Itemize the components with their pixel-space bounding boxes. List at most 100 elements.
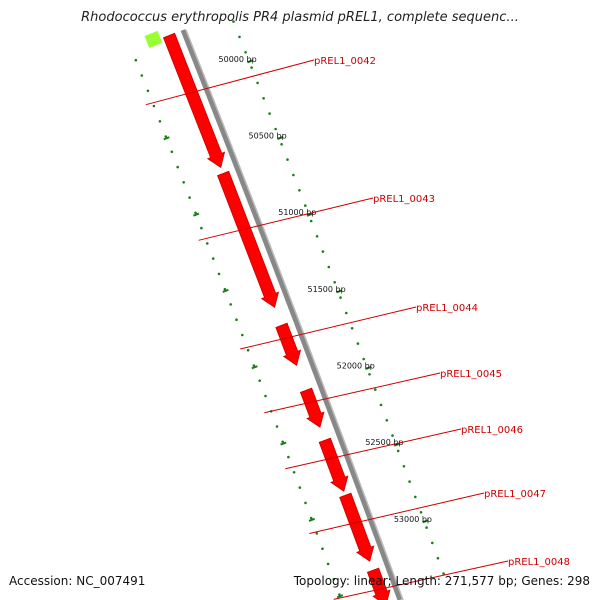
scale-tick [338, 593, 341, 596]
scale-tick [309, 219, 313, 223]
scale-tick [182, 181, 185, 184]
major-tick [393, 442, 401, 447]
gene-arrow [217, 170, 280, 308]
scale-tick [315, 235, 319, 238]
major-tick [247, 59, 254, 64]
gene-arrow [339, 492, 375, 562]
bp-tick-label: 50500 bp [249, 132, 287, 141]
scale-tick [408, 480, 411, 483]
scale-tick [332, 577, 336, 581]
scale-tick [134, 58, 138, 62]
gene-label: pREL1_0044 [416, 303, 478, 314]
major-tick [308, 517, 315, 522]
major-tick [193, 212, 200, 217]
scale-tick [246, 348, 250, 352]
scale-tick [280, 143, 283, 146]
scale-tick [396, 449, 400, 453]
scale-tick [436, 556, 440, 560]
major-tick [422, 519, 429, 524]
prior-gene-arrow [144, 30, 163, 48]
scale-tick [374, 388, 377, 391]
scale-tick [268, 112, 271, 115]
scale-tick [164, 135, 168, 138]
scale-tick [274, 127, 277, 131]
gene-leader-line [264, 372, 441, 414]
summary-text: Topology: linear; Length: 271,577 bp; Ge… [293, 574, 590, 588]
scale-tick [362, 357, 366, 361]
scale-tick [194, 211, 197, 215]
gene-label: pREL1_0046 [461, 425, 523, 436]
major-tick [365, 366, 372, 371]
scale-tick [232, 20, 235, 23]
scale-tick [200, 226, 203, 230]
major-tick [222, 288, 229, 293]
scale-tick [292, 173, 295, 177]
scale-tick [176, 165, 179, 169]
scale-tick [256, 81, 259, 85]
page-title: Rhodococcus erythropolis PR4 plasmid pRE… [81, 10, 519, 25]
gene-arrow [299, 387, 325, 428]
scale-tick [333, 281, 337, 284]
scale-tick [391, 434, 394, 437]
accession-text: Accession: NC_007491 [9, 574, 146, 588]
scale-tick [326, 562, 330, 566]
scale-tick [140, 74, 144, 77]
scale-tick [258, 379, 262, 383]
scale-tick [250, 66, 253, 69]
backbone-highlight [185, 29, 404, 600]
gene-arrow [162, 32, 226, 169]
scale-tick [350, 327, 354, 330]
bp-tick-label: 53000 bp [394, 515, 432, 524]
scale-tick [275, 425, 279, 428]
scale-tick [345, 311, 348, 315]
scale-tick [379, 403, 383, 407]
scale-tick [146, 89, 150, 93]
bp-tick-label: 50000 bp [219, 55, 257, 64]
scale-tick [315, 532, 319, 535]
bp-tick-label: 52500 bp [365, 438, 403, 447]
scale-tick [287, 455, 290, 459]
scale-tick [321, 250, 325, 253]
scale-tick [385, 419, 389, 422]
gene-label: pREL1_0047 [484, 489, 546, 500]
gene-label: pREL1_0042 [314, 56, 376, 67]
major-tick [306, 212, 314, 217]
scale-tick [304, 501, 307, 505]
scale-tick [211, 257, 215, 260]
scale-tick [431, 541, 434, 545]
gene-label: pREL1_0048 [508, 557, 570, 568]
major-tick [280, 441, 287, 446]
gene-leader-line [285, 428, 462, 470]
scale-tick [298, 189, 301, 192]
backbone-line [180, 29, 403, 600]
scale-tick [262, 97, 265, 100]
gene-arrow [366, 567, 391, 600]
gene-leader-line [333, 560, 509, 600]
scale-tick [158, 120, 162, 123]
scale-tick [292, 471, 296, 474]
scale-tick [241, 333, 244, 337]
major-tick [277, 135, 284, 141]
scale-tick [425, 526, 428, 529]
scale-tick [188, 196, 191, 199]
gene-leader-line [145, 59, 315, 106]
scale-tick [414, 495, 417, 499]
scale-tick [281, 440, 285, 444]
scale-tick [419, 511, 423, 514]
major-tick [336, 594, 344, 599]
scale-tick [304, 204, 307, 207]
scale-tick [442, 572, 445, 575]
scale-tick [244, 51, 247, 54]
bp-tick-label: 52000 bp [337, 362, 375, 371]
scale-tick [252, 364, 256, 367]
scale-tick [217, 272, 221, 276]
scale-tick [206, 242, 209, 245]
major-tick [163, 136, 170, 141]
scale-tick [235, 318, 238, 322]
scale-tick [321, 547, 324, 550]
scale-tick [238, 35, 241, 39]
gene-label: pREL1_0043 [373, 194, 435, 205]
scale-tick [152, 104, 156, 108]
